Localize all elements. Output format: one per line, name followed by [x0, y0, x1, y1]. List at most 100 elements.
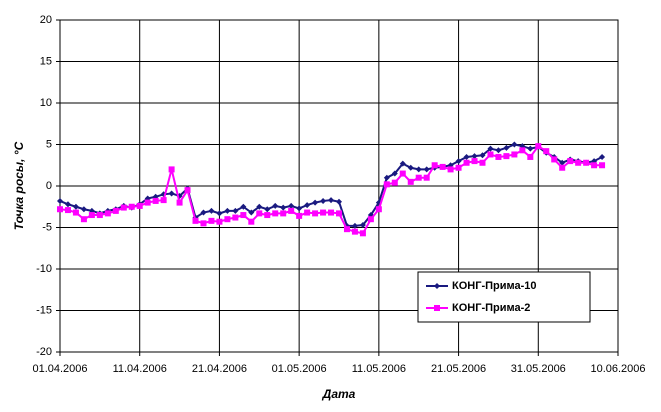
legend-marker — [434, 305, 440, 311]
point — [112, 207, 119, 214]
point — [511, 151, 518, 158]
point — [599, 162, 606, 169]
point — [343, 226, 350, 233]
point — [543, 148, 550, 155]
point — [320, 197, 327, 204]
point — [304, 209, 311, 216]
point — [256, 210, 263, 217]
point — [168, 190, 175, 197]
point — [375, 206, 382, 213]
x-tick-label: 11.05.2006 — [352, 363, 406, 375]
point — [160, 197, 167, 204]
point — [351, 222, 358, 229]
x-tick-label: 31.05.2006 — [511, 363, 566, 375]
point — [80, 206, 87, 213]
point — [128, 203, 135, 210]
x-tick-label: 11.04.2006 — [113, 363, 167, 375]
point — [240, 212, 247, 219]
point — [208, 207, 215, 214]
y-tick-label: 20 — [40, 14, 52, 26]
point — [487, 145, 494, 152]
point — [304, 202, 311, 209]
point — [583, 159, 590, 166]
point — [495, 153, 502, 160]
point — [383, 174, 390, 181]
x-tick-label: 10.06.2006 — [590, 363, 645, 375]
point — [551, 156, 558, 163]
point — [527, 145, 534, 152]
point — [407, 164, 414, 171]
point — [399, 160, 406, 167]
y-tick-label: 0 — [46, 180, 52, 192]
point — [96, 212, 103, 219]
x-tick-label: 21.04.2006 — [192, 363, 247, 375]
point — [72, 209, 79, 216]
point — [328, 197, 335, 204]
point — [463, 153, 470, 160]
point — [351, 228, 358, 235]
point — [264, 212, 271, 219]
point — [535, 143, 542, 150]
point — [288, 202, 295, 209]
point — [527, 153, 534, 160]
x-tick-label: 21.05.2006 — [431, 363, 486, 375]
x-tick-label: 01.05.2006 — [272, 363, 327, 375]
point — [280, 210, 287, 217]
point — [296, 205, 303, 212]
point — [248, 209, 255, 216]
point — [80, 216, 87, 223]
point — [431, 162, 438, 169]
point — [272, 202, 279, 209]
point — [359, 222, 366, 229]
point — [559, 159, 566, 166]
point — [391, 170, 398, 177]
point — [200, 209, 207, 216]
point — [359, 230, 366, 237]
point — [336, 198, 342, 205]
point — [599, 153, 606, 160]
point — [503, 144, 510, 151]
y-tick-label: 5 — [46, 138, 52, 150]
point — [328, 209, 335, 216]
y-tick-label: -20 — [36, 346, 52, 358]
y-tick-label: -10 — [36, 263, 52, 275]
point — [575, 159, 582, 166]
point — [336, 210, 342, 217]
point — [391, 179, 398, 186]
point — [423, 166, 430, 173]
y-tick-label: -15 — [36, 304, 52, 316]
point — [104, 210, 111, 217]
point — [455, 158, 462, 165]
point — [312, 199, 319, 206]
point — [455, 164, 462, 171]
point — [487, 151, 494, 158]
point — [57, 206, 63, 213]
point — [57, 197, 63, 204]
x-tick-label: 01.04.2006 — [32, 363, 87, 375]
point — [200, 220, 207, 227]
point — [320, 209, 327, 216]
point — [232, 207, 239, 214]
point — [399, 170, 406, 177]
point — [519, 147, 526, 154]
point — [120, 204, 127, 211]
legend-marker — [434, 283, 440, 289]
point — [168, 166, 175, 173]
point — [559, 164, 566, 171]
point — [463, 159, 470, 166]
point — [288, 207, 295, 214]
point — [64, 201, 71, 208]
point — [136, 202, 143, 209]
y-axis-label: Точка росы, °С — [12, 141, 26, 230]
point — [216, 218, 223, 225]
point — [495, 147, 502, 154]
point — [447, 166, 454, 173]
point — [471, 153, 478, 160]
legend-box — [417, 271, 591, 323]
x-axis-label: Дата — [322, 387, 356, 401]
legend-label: КОНГ-Прима-2 — [452, 302, 530, 314]
y-tick-label: 15 — [40, 55, 52, 67]
point — [216, 210, 223, 217]
point — [240, 203, 247, 210]
